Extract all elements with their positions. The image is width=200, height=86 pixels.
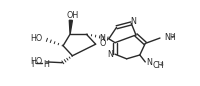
Polygon shape [69, 20, 72, 34]
Text: 2: 2 [170, 34, 173, 39]
Text: CH: CH [152, 61, 164, 70]
Text: N: N [129, 17, 135, 26]
Text: H: H [43, 60, 49, 69]
Text: HO: HO [30, 57, 43, 66]
Text: N: N [145, 58, 151, 67]
Text: N: N [99, 34, 104, 43]
Text: I: I [31, 60, 33, 69]
Text: 3: 3 [158, 63, 162, 68]
Text: NH: NH [163, 33, 175, 42]
Text: O: O [99, 39, 105, 48]
Text: HO: HO [30, 34, 43, 43]
Text: OH: OH [66, 11, 78, 20]
Text: N: N [106, 50, 112, 60]
